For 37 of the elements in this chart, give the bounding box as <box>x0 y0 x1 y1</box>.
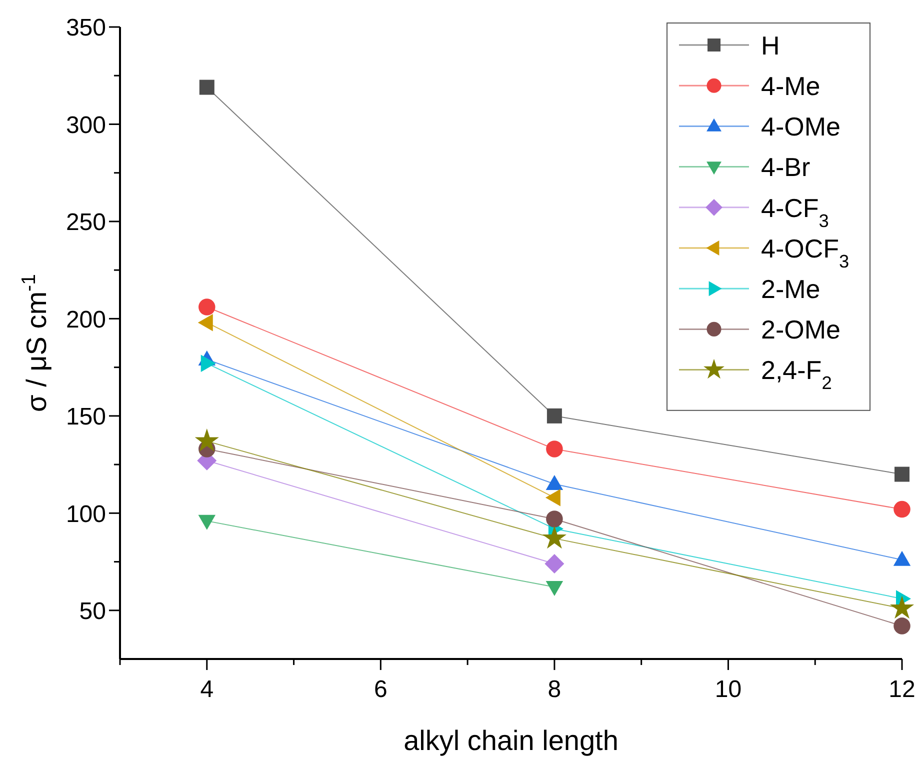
legend-label: 4-Me <box>761 70 820 101</box>
x-tick-label: 6 <box>374 676 388 703</box>
point <box>544 554 564 574</box>
x-tick-label: 4 <box>200 676 214 703</box>
point <box>546 408 562 424</box>
legend-label: 2-Me <box>761 274 820 304</box>
legend-label: 4-OCF$_{3}$ <box>761 233 850 272</box>
point <box>890 596 914 619</box>
point <box>198 298 216 316</box>
x-tick-label: 8 <box>548 676 562 703</box>
point <box>894 618 910 634</box>
legend-label: H <box>761 30 780 60</box>
legend-label: 2,4-F$_{2}$ <box>761 355 832 394</box>
y-tick-label: 200 <box>66 306 106 334</box>
point <box>194 428 219 452</box>
legend-label: 2-OMe <box>761 314 840 345</box>
point <box>199 80 214 95</box>
point <box>546 510 563 528</box>
legend-label: 4-OMe <box>761 112 840 142</box>
y-tick-label: 350 <box>66 14 106 42</box>
y-tick-label: 250 <box>66 209 106 236</box>
point <box>546 440 563 458</box>
y-tick-label: 150 <box>66 404 106 431</box>
point <box>542 526 566 549</box>
y-tick-label: 50 <box>79 598 106 626</box>
point <box>200 354 216 372</box>
x-tick-label: 10 <box>714 676 742 703</box>
y-tick-label: 300 <box>66 112 106 139</box>
point <box>893 550 911 566</box>
point <box>894 466 910 482</box>
legend-label: 4-CF$_{3}$ <box>761 192 829 231</box>
point <box>894 500 910 518</box>
legend-label: 4-Br <box>761 152 810 182</box>
x-axis-title: alkyl chain length <box>404 725 618 756</box>
x-tick-label: 12 <box>888 676 916 703</box>
point <box>546 474 564 490</box>
y-tick-label: 100 <box>66 500 106 528</box>
